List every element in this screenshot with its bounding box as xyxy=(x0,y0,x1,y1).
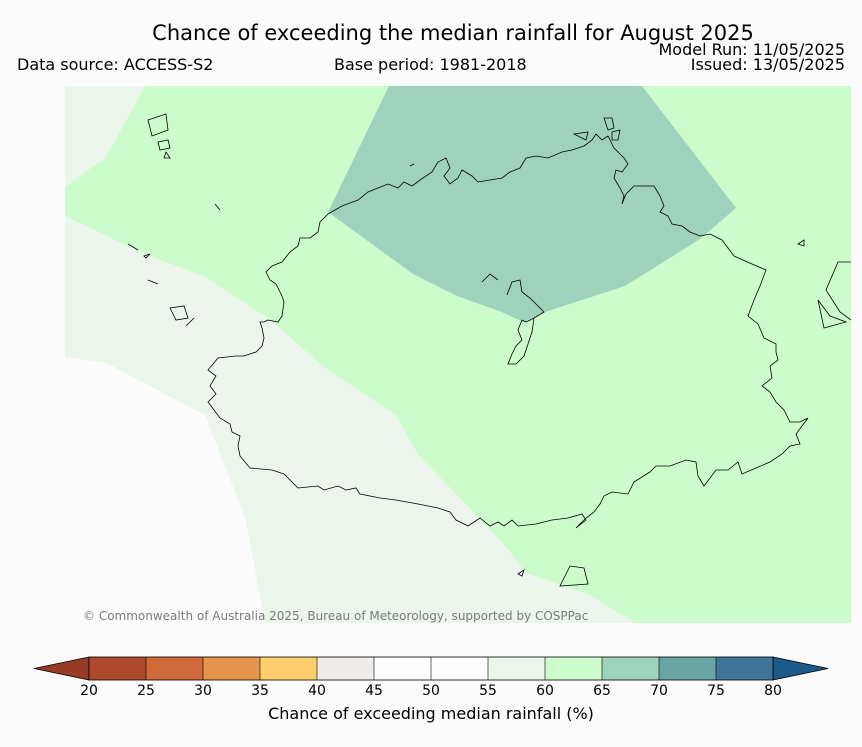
colorbar-tick-label: 25 xyxy=(137,683,155,699)
colorbar-segment xyxy=(89,657,146,680)
colorbar-tick-label: 35 xyxy=(251,683,269,699)
colorbar-tick-label: 30 xyxy=(194,683,212,699)
colorbar-segment xyxy=(602,657,659,680)
colorbar-tick-label: 55 xyxy=(479,683,497,699)
colorbar-tick-label: 80 xyxy=(764,683,782,699)
colorbar-tick-label: 20 xyxy=(80,683,98,699)
colorbar-segment xyxy=(203,657,260,680)
colorbar-tick-label: 50 xyxy=(422,683,440,699)
model-run-label: Model Run: 11/05/2025 xyxy=(658,40,846,59)
zone-55-60 xyxy=(65,86,635,623)
zone-65-70 xyxy=(328,86,736,322)
colorbar-tick-label: 75 xyxy=(707,683,725,699)
colorbar-tick-label: 40 xyxy=(308,683,326,699)
colorbar-over-arrow xyxy=(772,656,829,681)
colorbar-segment xyxy=(545,657,602,680)
colorbar-tick-label: 45 xyxy=(365,683,383,699)
issued-label: Issued: 13/05/2025 xyxy=(690,55,845,74)
page-title: Chance of exceeding the median rainfall … xyxy=(152,21,754,45)
rainfall-map xyxy=(65,86,851,623)
colorbar-tick-label: 70 xyxy=(650,683,668,699)
colorbar-label: Chance of exceeding median rainfall (%) xyxy=(268,704,594,723)
colorbar-tick-label: 60 xyxy=(536,683,554,699)
copyright-credit: © Commonwealth of Australia 2025, Bureau… xyxy=(83,609,589,623)
colorbar xyxy=(33,656,829,681)
colorbar-segment xyxy=(716,657,773,680)
colorbar-segment xyxy=(374,657,431,680)
colorbar-tick-label: 65 xyxy=(593,683,611,699)
base-period-label: Base period: 1981-2018 xyxy=(334,55,527,74)
data-source-label: Data source: ACCESS-S2 xyxy=(17,55,214,74)
colorbar-segment xyxy=(431,657,488,680)
colorbar-segment xyxy=(260,657,317,680)
colorbar-outline xyxy=(88,656,774,681)
colorbar-segment xyxy=(659,657,716,680)
colorbar-under-arrow xyxy=(33,656,90,681)
colorbar-segment xyxy=(317,657,374,680)
coastline xyxy=(127,113,851,587)
colorbar-segment xyxy=(488,657,545,680)
colorbar-segment xyxy=(146,657,203,680)
